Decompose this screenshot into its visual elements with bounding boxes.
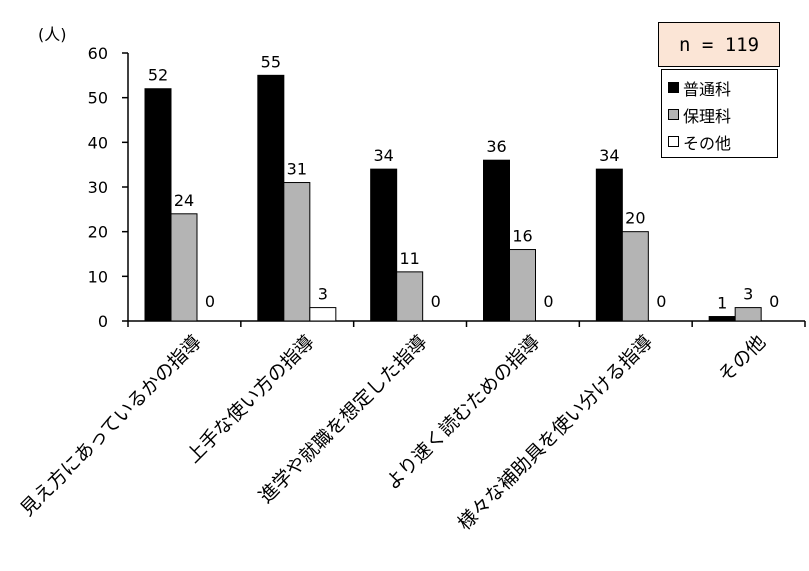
- bar-1-4: [621, 231, 649, 322]
- legend-swatch-series-2: [668, 136, 679, 147]
- data-label-2-0: 0: [205, 292, 215, 311]
- data-label-0-3: 36: [486, 137, 506, 156]
- legend-item-series-1: 保理科: [668, 101, 777, 128]
- legend-label-series-2: その他: [683, 133, 732, 153]
- bar-2-1: [309, 307, 337, 322]
- data-label-0-4: 34: [599, 146, 619, 165]
- data-label-2-2: 0: [431, 292, 441, 311]
- sample-size-box: n = 119: [658, 22, 780, 67]
- bar-0-3: [483, 159, 510, 322]
- legend-item-series-2: その他: [668, 128, 777, 155]
- data-label-1-1: 31: [287, 160, 307, 179]
- y-tick-label-5: 50: [88, 89, 108, 108]
- y-axis-unit-label: (人): [38, 25, 67, 44]
- legend: 普通科 保理科 その他: [661, 69, 778, 158]
- data-label-0-1: 55: [261, 52, 281, 71]
- data-label-2-4: 0: [656, 292, 666, 311]
- bar-0-0: [144, 88, 172, 322]
- legend-label-series-0: 普通科: [683, 79, 732, 99]
- bar-1-3: [509, 249, 536, 322]
- legend-label-series-1: 保理科: [683, 106, 732, 126]
- bar-1-2: [396, 271, 424, 322]
- bar-0-1: [257, 74, 285, 322]
- data-label-2-1: 3: [318, 285, 328, 304]
- y-tick-label-4: 40: [88, 133, 108, 152]
- x-tick-label-1: 上手な使い方の指導: [182, 331, 318, 467]
- y-tick-label-0: 0: [98, 312, 108, 331]
- data-label-1-4: 20: [625, 209, 645, 228]
- y-tick-label-1: 10: [88, 267, 108, 286]
- y-tick-label-6: 60: [88, 44, 108, 63]
- bar-0-5: [708, 316, 736, 322]
- bar-0-2: [370, 168, 398, 322]
- x-tick-label-5: その他: [714, 331, 770, 387]
- x-tick-label-4: 様々な補助具を使い分ける指導: [454, 331, 658, 535]
- x-tick-label-0: 見え方にあっているかの指導: [16, 331, 206, 521]
- legend-swatch-series-0: [668, 82, 679, 93]
- y-tick-label-3: 30: [88, 178, 108, 197]
- bar-0-4: [595, 168, 623, 322]
- data-label-0-2: 34: [373, 146, 393, 165]
- sample-size-label: n = 119: [678, 33, 760, 56]
- bar-1-0: [170, 213, 198, 322]
- data-label-0-0: 52: [148, 66, 168, 85]
- bars: [144, 74, 762, 322]
- bar-1-5: [734, 307, 762, 322]
- bar-1-1: [283, 182, 311, 322]
- data-label-2-3: 0: [543, 292, 553, 311]
- data-label-1-5: 3: [743, 285, 753, 304]
- legend-item-series-0: 普通科: [668, 74, 777, 101]
- data-label-0-5: 1: [717, 294, 727, 313]
- data-label-1-3: 16: [512, 227, 532, 246]
- data-label-2-5: 0: [769, 292, 779, 311]
- y-tick-label-2: 20: [88, 223, 108, 242]
- legend-swatch-series-1: [668, 109, 679, 120]
- x-axis-category-labels: 見え方にあっているかの指導上手な使い方の指導進学や就職を想定した指導より速く読む…: [16, 331, 770, 535]
- y-axis-ticks: 0 10 20 30 40 50 60: [88, 44, 128, 331]
- data-label-1-2: 11: [399, 249, 419, 268]
- data-label-1-0: 24: [174, 191, 194, 210]
